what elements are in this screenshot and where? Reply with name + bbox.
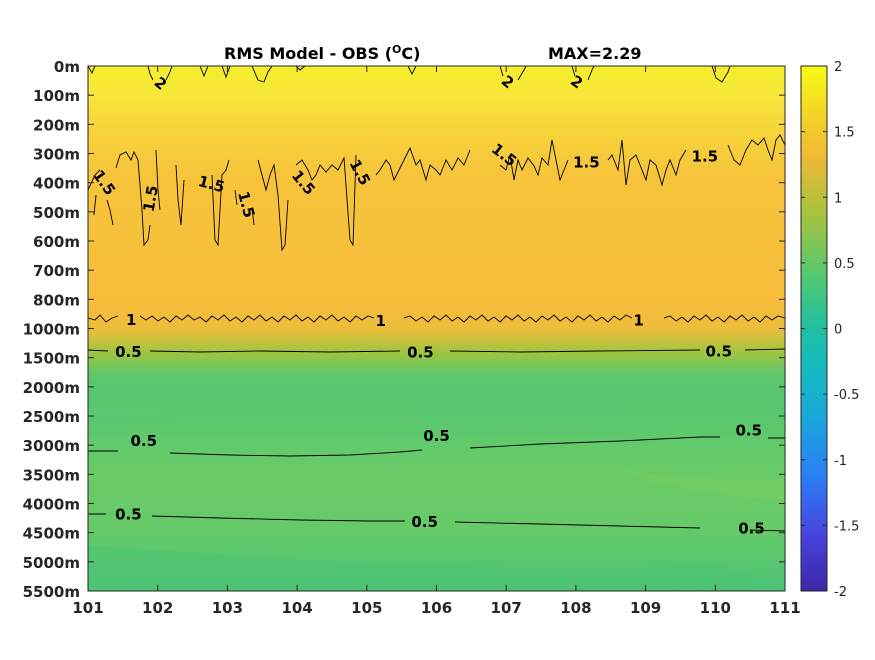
field-band-upper — [88, 407, 785, 425]
colorbar-tick-label: -1.5 — [834, 519, 859, 534]
contour-label: 1.5 — [573, 153, 600, 171]
plot-field — [88, 66, 785, 591]
max-label: MAX=2.29 — [548, 44, 642, 63]
y-axis: 0m 100m 200m 300m 400m 500m 600m 700m 800m 1000m 1… — [23, 58, 785, 601]
y-tick-label: 700m — [33, 262, 80, 280]
contour-label: 0.5 — [411, 513, 438, 531]
contour-label: 0.5 — [705, 342, 732, 360]
y-tick-label: 4500m — [23, 525, 80, 543]
colorbar-tick-label: -2 — [834, 585, 847, 600]
colorbar — [800, 65, 828, 592]
contour-label: 1 — [633, 312, 643, 330]
x-tick-label: 111 — [769, 599, 800, 617]
contour-label: 1.5 — [692, 147, 719, 165]
contour-line-0-5-c — [88, 513, 786, 532]
y-tick-label: 1500m — [23, 350, 80, 368]
x-tick-label: 101 — [72, 599, 103, 617]
x-tick-label: 109 — [630, 599, 661, 617]
field-band-deep — [88, 545, 785, 591]
contour-line-0-5-b — [88, 436, 785, 457]
x-tick-label: 108 — [560, 599, 591, 617]
y-tick-label: 500m — [33, 204, 80, 222]
x-tick-label: 102 — [142, 599, 173, 617]
contour-label: 0.5 — [130, 432, 157, 450]
contour-label: 0.5 — [738, 519, 765, 537]
colorbar-tick-label: 0 — [834, 323, 842, 338]
field-band-mid — [620, 470, 785, 500]
colorbar-tick-label: 2 — [834, 60, 842, 75]
colorbar-ticks: 2 1.5 1 0.5 0 -0.5 -1 -1.5 -2 — [801, 60, 859, 600]
contour-label: 0.5 — [407, 343, 434, 361]
colorbar-tick-label: 0.5 — [834, 257, 855, 272]
chart-title: RMS Model - OBS (OC) — [224, 43, 420, 63]
x-tick-label: 105 — [351, 599, 382, 617]
colorbar-tick-label: 1 — [834, 191, 842, 206]
contour-label: 0.5 — [115, 506, 142, 524]
contour-label: 1.5 — [140, 184, 162, 213]
contour-label: 0.5 — [423, 427, 450, 445]
y-tick-label: 400m — [33, 175, 80, 193]
y-tick-label: 5500m — [23, 583, 80, 601]
contour-lines — [87, 65, 786, 532]
y-tick-label: 2000m — [23, 379, 80, 397]
colorbar-tick-label: -0.5 — [834, 388, 859, 403]
contour-label: 0.5 — [735, 422, 762, 440]
colorbar-tick-label: -1 — [834, 454, 847, 469]
y-tick-label: 4000m — [23, 496, 80, 514]
x-tick-label: 104 — [281, 599, 312, 617]
y-tick-label: 200m — [33, 116, 80, 134]
colorbar-tick-label: 1.5 — [834, 126, 855, 141]
y-tick-label: 3000m — [23, 437, 80, 455]
x-axis: 101 102 103 104 105 106 107 108 109 110 111 — [72, 66, 801, 617]
y-tick-label: 5000m — [23, 554, 80, 572]
y-tick-label: 0m — [54, 58, 80, 76]
contour-line-0-5-a — [87, 348, 786, 353]
x-tick-label: 110 — [700, 599, 731, 617]
x-tick-label: 103 — [212, 599, 243, 617]
y-tick-label: 2500m — [23, 408, 80, 426]
y-tick-label: 3500m — [23, 466, 80, 484]
y-tick-label: 100m — [33, 87, 80, 105]
contour-line-2-c — [499, 65, 731, 83]
title-unit: C) — [401, 44, 420, 63]
title-superscript: O — [392, 43, 401, 56]
y-tick-label: 800m — [33, 291, 80, 309]
contour-label: 1 — [126, 311, 136, 329]
contour-line-1-5 — [87, 134, 786, 252]
contour-label: 1 — [376, 312, 386, 330]
x-tick-label: 106 — [421, 599, 452, 617]
contour-label: 0.5 — [115, 343, 142, 361]
y-tick-label: 600m — [33, 233, 80, 251]
contour-line-1 — [87, 314, 786, 323]
contour-line-2-a — [147, 65, 173, 81]
y-tick-label: 300m — [33, 146, 80, 164]
y-tick-label: 1000m — [23, 321, 80, 339]
x-tick-label: 107 — [491, 599, 522, 617]
contour-line-2-b — [87, 65, 417, 83]
